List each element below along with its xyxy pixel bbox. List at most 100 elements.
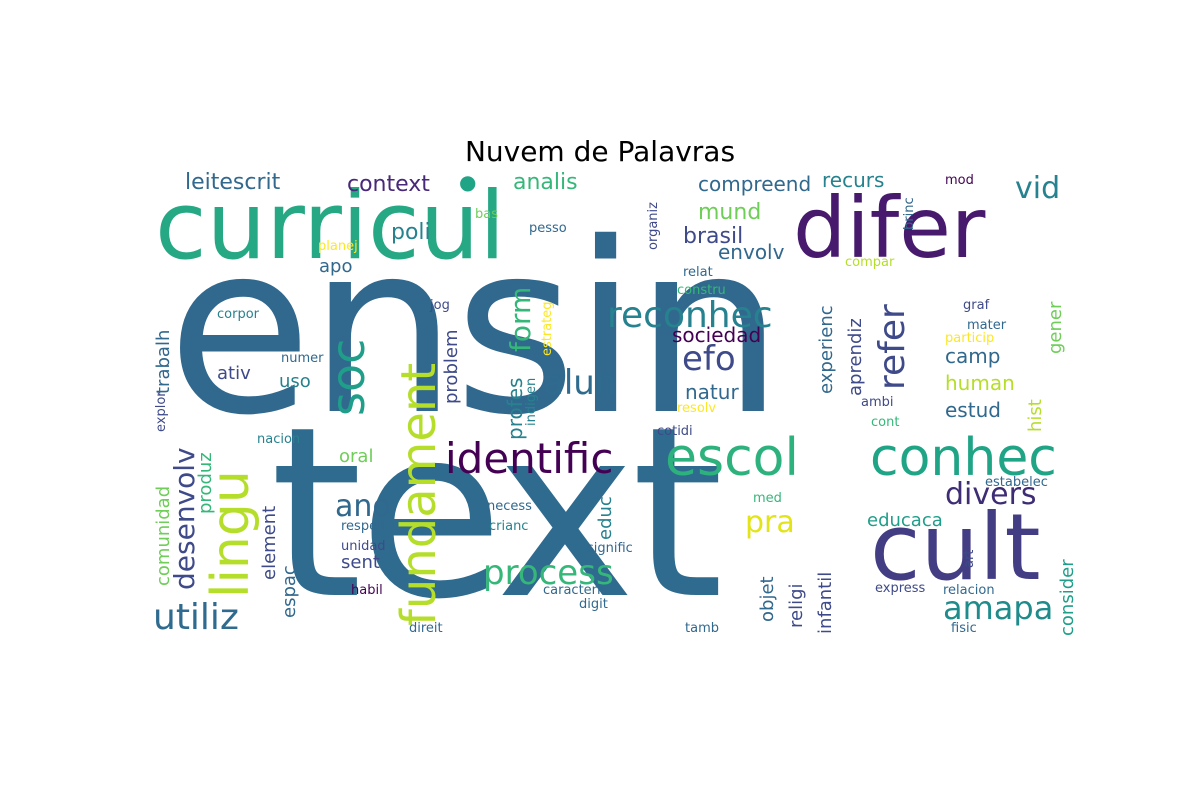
word-context: context	[347, 172, 430, 197]
word-aprendiz: aprendiz	[845, 318, 866, 396]
word-educ: educ	[595, 496, 616, 540]
word-analis: analis	[513, 170, 578, 195]
word-identific: identific	[445, 434, 614, 483]
word-soc: soc	[321, 338, 375, 416]
word-organiz: organiz	[646, 202, 661, 250]
word-estabelec: estabelec	[985, 475, 1048, 490]
word-brasil: brasil	[683, 224, 744, 249]
word-vid: vid	[1015, 171, 1061, 206]
word-consider: consider	[1057, 559, 1078, 636]
word-envolv: envolv	[718, 240, 785, 264]
word-religi: religi	[786, 583, 807, 628]
word-resolv: resolv	[677, 401, 717, 416]
word-comunidad: comunidad	[153, 485, 174, 586]
word-compar: compar	[845, 255, 895, 270]
word-amapa: amapa	[943, 589, 1054, 627]
word-dot: ●	[459, 170, 477, 194]
word-pesso: pesso	[529, 221, 567, 236]
word-cult: cult	[870, 494, 1041, 601]
word-relat: relat	[683, 265, 713, 280]
word-element: element	[259, 505, 280, 580]
word-process: process	[483, 553, 614, 593]
word-gener: gener	[1045, 301, 1066, 354]
word-explor: explor	[154, 391, 169, 432]
word-necess: necess	[487, 499, 532, 514]
word-ano: ano	[335, 489, 391, 524]
word-sociedad: sociedad	[672, 323, 762, 347]
word-ensin: ensin	[167, 192, 784, 467]
word-objet: objet	[757, 576, 778, 622]
word-escol: escol	[665, 428, 799, 488]
word-leitescrit: leitescrit	[185, 170, 281, 195]
word-conhec: conhec	[870, 428, 1057, 488]
word-relacion: relacion	[943, 583, 995, 598]
word-planej: planej	[318, 239, 358, 254]
word-hist: hist	[1025, 399, 1046, 432]
word-recurs: recurs	[822, 168, 885, 192]
word-tamb: tamb	[685, 621, 719, 636]
word-problem: problem	[441, 329, 462, 404]
word-alun: alun	[543, 363, 617, 403]
word-uso: uso	[279, 371, 311, 392]
word-produz: produz	[195, 452, 216, 514]
word-particip: particip	[945, 331, 995, 346]
word-respeit: respeit	[341, 519, 386, 534]
word-ativ: ativ	[217, 363, 251, 384]
word-caracteris: caracteris	[543, 583, 608, 598]
word-reconhec: reconhec	[607, 295, 773, 336]
word-numer: numer	[281, 351, 324, 366]
word-poli: poli	[391, 220, 431, 245]
word-mater: mater	[967, 318, 1007, 333]
word-digit: digit	[579, 597, 608, 612]
word-infantil: infantil	[815, 571, 836, 634]
word-corpor: corpor	[217, 307, 259, 322]
word-divers: divers	[945, 477, 1037, 512]
word-pra: pra	[745, 505, 795, 540]
word-sent: sent	[341, 552, 380, 573]
word-signific: signific	[587, 541, 633, 556]
word-brinc: brinc	[902, 197, 917, 230]
word-nacion: nacion	[257, 432, 301, 447]
word-trabalh: trabalh	[153, 329, 174, 394]
word-bas: bas	[475, 207, 498, 222]
word-refer: refer	[872, 304, 913, 390]
word-utiliz: utiliz	[153, 597, 239, 638]
word-espac: espac	[279, 565, 300, 618]
word-apo: apo	[319, 256, 353, 277]
word-mod: mod	[945, 173, 974, 188]
word-art: art	[962, 549, 977, 568]
word-fundament: fundament	[391, 362, 447, 626]
word-cont: cont	[871, 415, 900, 430]
word-fisic: fisic	[951, 621, 977, 636]
word-oral: oral	[339, 446, 374, 467]
word-habil: habil	[351, 583, 383, 598]
word-compreend: compreend	[698, 172, 812, 196]
word-crianc: crianc	[489, 519, 529, 534]
word-form: form	[504, 286, 537, 352]
word-graf: graf	[963, 298, 990, 313]
word-ambi: ambi	[861, 395, 894, 410]
word-human: human	[945, 371, 1015, 395]
word-constru: constru	[677, 283, 726, 298]
word-curricul: curricul	[155, 172, 506, 281]
word-indigen: indigen	[524, 377, 539, 426]
word-profes: profes	[503, 377, 527, 440]
word-jog: jog	[430, 298, 450, 313]
word-estud: estud	[945, 398, 1001, 422]
word-med: med	[753, 491, 782, 506]
word-difer: difer	[793, 179, 986, 277]
word-cloud: ensin text curricul difer cult escol con…	[153, 168, 1078, 651]
word-unidad: unidad	[341, 539, 386, 554]
word-text: text	[270, 376, 724, 651]
word-cotidi: cotidi	[657, 424, 693, 439]
word-natur: natur	[685, 380, 739, 404]
chart-title: Nuvem de Palavras	[464, 135, 736, 168]
word-experienc: experienc	[816, 305, 837, 394]
word-direit: direit	[409, 621, 443, 636]
word-estrateg: estrateg	[540, 301, 555, 356]
word-educacao: educaca	[867, 510, 943, 531]
word-mund: mund	[698, 200, 762, 225]
word-express: express	[875, 581, 926, 596]
word-efo: efo	[682, 339, 736, 379]
word-camp: camp	[945, 344, 1001, 368]
